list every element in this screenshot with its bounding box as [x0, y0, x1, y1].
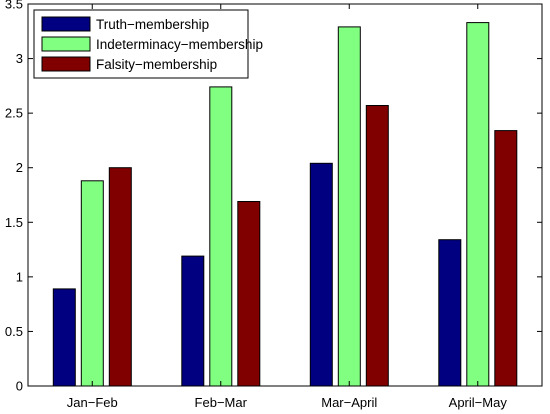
x-tick-label: April−May	[449, 395, 508, 410]
legend-label-2: Indeterminacy−membership	[96, 37, 263, 52]
legend-label-3: Falsity−membership	[96, 57, 217, 72]
x-tick-label: Feb−Mar	[195, 395, 248, 410]
legend: Truth−membership Indeterminacy−membership…	[33, 9, 263, 79]
y-tick-label: 1.5	[5, 215, 23, 230]
bar-2-3	[337, 26, 361, 387]
bar-3-1	[108, 167, 132, 387]
legend-swatch-1	[41, 16, 91, 32]
bar-2-2	[209, 86, 233, 387]
y-tick-label: 3	[16, 51, 23, 66]
bar-2-4	[466, 22, 490, 387]
bar-3-4	[494, 130, 518, 387]
bar-1-1	[52, 288, 76, 387]
bar-1-3	[309, 162, 333, 387]
x-tick-label: Jan−Feb	[67, 395, 118, 410]
y-tick-label: 3.5	[5, 0, 23, 12]
bars-layer	[52, 22, 518, 387]
bar-3-3	[365, 105, 389, 387]
y-tick-label: 1	[16, 269, 23, 284]
legend-swatch-3	[41, 56, 91, 72]
legend-swatch-2	[41, 36, 91, 52]
bar-1-4	[438, 239, 462, 387]
axes-layer: Jan−Feb Feb−Mar Mar−April April−May 0 0.5 1 1.5…	[5, 0, 542, 410]
bar-2-1	[80, 180, 104, 387]
y-tick-label: 2	[16, 160, 23, 175]
bar-1-2	[181, 255, 205, 387]
x-tick-label: Mar−April	[321, 395, 377, 410]
y-tick-label: 0.5	[5, 324, 23, 339]
y-tick-label: 2.5	[5, 106, 23, 121]
legend-label-1: Truth−membership	[96, 17, 209, 32]
y-tick-label: 0	[16, 379, 23, 394]
bar-3-2	[237, 201, 261, 387]
